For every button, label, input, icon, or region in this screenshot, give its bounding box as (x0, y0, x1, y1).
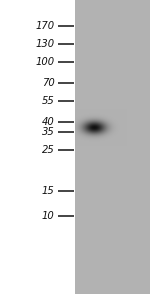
Text: 10: 10 (42, 211, 55, 221)
Text: 70: 70 (42, 78, 55, 88)
Text: 55: 55 (42, 96, 55, 106)
Text: 40: 40 (42, 117, 55, 127)
Text: 170: 170 (36, 21, 55, 31)
Text: 100: 100 (36, 57, 55, 67)
Text: 130: 130 (36, 39, 55, 49)
Text: 35: 35 (42, 127, 55, 137)
Bar (0, 0, 75, 294)
Text: 15: 15 (42, 186, 55, 196)
Text: 25: 25 (42, 145, 55, 155)
Bar (75, 0, 150, 294)
